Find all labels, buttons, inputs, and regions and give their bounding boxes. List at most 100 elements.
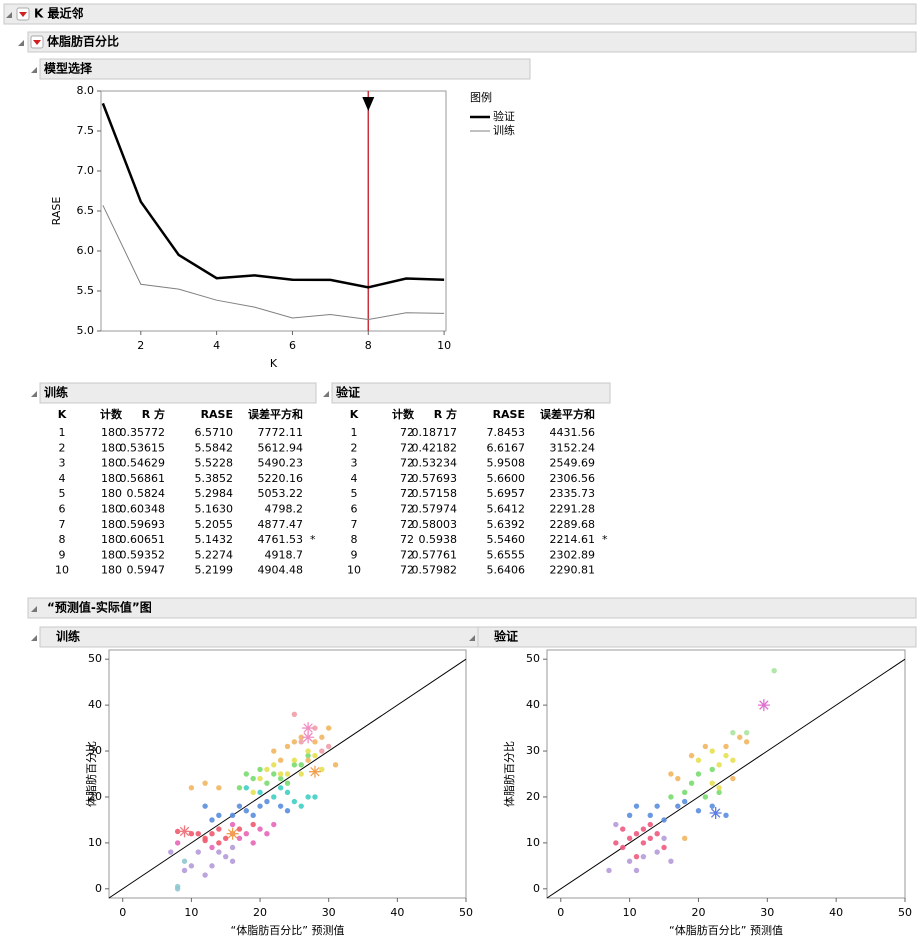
point bbox=[250, 775, 256, 782]
table-cell: 5 bbox=[351, 487, 358, 500]
point bbox=[695, 771, 702, 777]
point bbox=[620, 844, 626, 851]
star-point bbox=[178, 825, 191, 838]
x-tick-label: 50 bbox=[898, 906, 912, 919]
table-title: 验证 bbox=[336, 385, 360, 400]
point bbox=[277, 785, 284, 791]
disclosure[interactable] bbox=[31, 635, 37, 641]
disclosure[interactable] bbox=[18, 40, 24, 46]
point bbox=[771, 667, 777, 674]
point bbox=[229, 821, 236, 828]
y-tick-label: 8.0 bbox=[77, 84, 95, 97]
table-cell: 5.6406 bbox=[487, 564, 526, 577]
table-cell: 4904.48 bbox=[258, 564, 304, 577]
table-cell: 0.53234 bbox=[412, 457, 458, 470]
table-cell: 180 bbox=[101, 472, 122, 485]
outline-bar bbox=[39, 626, 481, 648]
point bbox=[681, 835, 688, 841]
table-cell: 5.2055 bbox=[195, 518, 234, 531]
table-cell: 5490.23 bbox=[258, 457, 304, 470]
table-cell: 5.6392 bbox=[487, 518, 526, 531]
point bbox=[319, 748, 325, 754]
table-cell: 5.3852 bbox=[195, 472, 234, 485]
point bbox=[661, 817, 667, 823]
point bbox=[250, 789, 256, 796]
point bbox=[312, 794, 318, 800]
y-tick-label: 6.0 bbox=[77, 244, 95, 257]
point bbox=[668, 858, 674, 864]
point bbox=[743, 739, 750, 745]
table-cell: 0.5824 bbox=[127, 487, 166, 500]
column-header: K bbox=[350, 408, 359, 421]
disclosure[interactable] bbox=[469, 635, 475, 641]
selected-k-handle[interactable] bbox=[362, 97, 375, 111]
table-cell: 2214.61 bbox=[550, 533, 596, 546]
x-axis-label: “体脂肪百分比” 预测值 bbox=[231, 923, 345, 937]
table-cell: 2289.68 bbox=[550, 518, 596, 531]
panel-title: 验证 bbox=[494, 629, 518, 644]
table-cell: 180 bbox=[101, 533, 122, 546]
point bbox=[236, 803, 243, 809]
point bbox=[716, 785, 722, 791]
x-tick-label: 20 bbox=[253, 906, 267, 919]
point bbox=[271, 794, 277, 800]
point bbox=[223, 853, 229, 860]
table-cell: 6 bbox=[59, 503, 66, 516]
x-tick-label: 8 bbox=[365, 339, 372, 352]
point bbox=[195, 849, 201, 855]
disclosure[interactable] bbox=[6, 12, 12, 18]
disclosure[interactable] bbox=[31, 67, 37, 73]
point bbox=[620, 826, 626, 832]
x-axis-label: “体脂肪百分比” 预测值 bbox=[669, 923, 783, 937]
point bbox=[223, 835, 229, 841]
disclosure[interactable] bbox=[31, 391, 37, 397]
point bbox=[284, 808, 291, 814]
table-cell: 7 bbox=[351, 518, 358, 531]
column-header: RASE bbox=[493, 408, 525, 421]
y-tick-label: 6.5 bbox=[77, 204, 95, 217]
table-cell: 7 bbox=[59, 518, 66, 531]
y-axis-label: 体脂肪百分比 bbox=[502, 741, 516, 807]
point bbox=[250, 812, 256, 819]
table-cell: 3152.24 bbox=[550, 441, 596, 454]
table-cell: 4431.56 bbox=[550, 426, 596, 439]
y-tick-label: 0 bbox=[533, 882, 540, 895]
point bbox=[298, 734, 304, 740]
table-cell: 3 bbox=[351, 457, 358, 470]
point bbox=[284, 743, 291, 750]
point bbox=[216, 826, 222, 832]
x-tick-label: 30 bbox=[760, 906, 774, 919]
point bbox=[626, 835, 633, 841]
point bbox=[654, 831, 660, 837]
point bbox=[188, 863, 195, 869]
table-cell: 0.57693 bbox=[412, 472, 458, 485]
point bbox=[291, 762, 298, 768]
point bbox=[243, 808, 250, 814]
point bbox=[271, 771, 277, 777]
point bbox=[312, 739, 318, 745]
point bbox=[174, 886, 181, 892]
point bbox=[250, 821, 256, 828]
legend-label: 训练 bbox=[493, 123, 515, 137]
table-cell: 4918.7 bbox=[265, 548, 304, 561]
table-cell: 0.57982 bbox=[412, 564, 458, 577]
point bbox=[291, 798, 298, 805]
table-cell: 180 bbox=[101, 487, 122, 500]
disclosure[interactable] bbox=[323, 391, 329, 397]
point bbox=[195, 831, 201, 837]
table-cell: 72 bbox=[400, 548, 414, 561]
point bbox=[202, 872, 208, 878]
point bbox=[709, 780, 715, 786]
x-tick-label: 10 bbox=[623, 906, 637, 919]
y-tick-label: 50 bbox=[526, 652, 540, 665]
disclosure[interactable] bbox=[31, 606, 37, 612]
y-tick-label: 7.5 bbox=[77, 124, 95, 137]
point bbox=[654, 803, 660, 809]
x-tick-label: 0 bbox=[119, 906, 126, 919]
table-cell: 5.5842 bbox=[195, 441, 234, 454]
y-axis-label: 体脂肪百分比 bbox=[84, 741, 98, 807]
table-cell: 0.60348 bbox=[120, 503, 166, 516]
table-cell: 5.2984 bbox=[195, 487, 234, 500]
legend-label: 验证 bbox=[493, 109, 515, 123]
y-tick-label: 0 bbox=[95, 882, 102, 895]
